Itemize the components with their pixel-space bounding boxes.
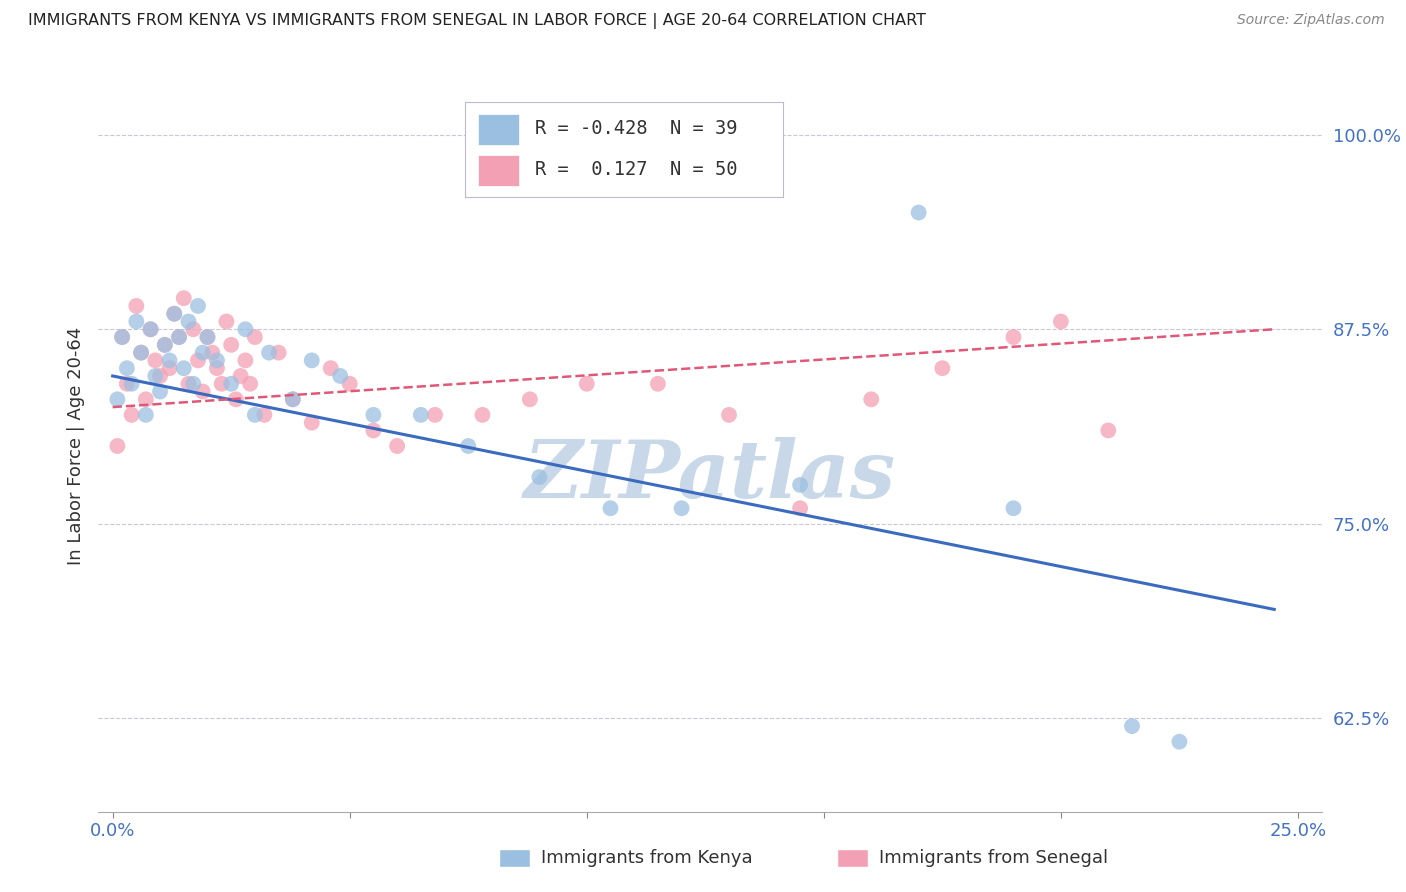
Point (409, 408, 432, 422)
Point (219, 376, 242, 391)
Point (135, 392, 157, 407)
Point (105, 439, 128, 453)
Point (153, 338, 176, 352)
Point (105, 392, 128, 407)
Point (129, 345, 152, 359)
Point (385, 439, 408, 453)
Point (329, 368, 352, 383)
Point (457, 439, 479, 453)
Point (301, 416, 323, 430)
Point (257, 345, 280, 359)
Text: Immigrants from Kenya: Immigrants from Kenya (541, 849, 754, 867)
Point (167, 330, 190, 344)
Point (1097, 424, 1119, 438)
Point (471, 408, 494, 422)
Point (229, 368, 252, 383)
Point (173, 291, 195, 305)
Point (149, 384, 172, 399)
Point (197, 330, 219, 344)
Point (529, 470, 551, 484)
Point (860, 392, 883, 407)
Point (187, 353, 209, 368)
Point (187, 299, 209, 313)
Point (115, 376, 138, 391)
Point (1002, 330, 1025, 344)
Point (423, 408, 446, 422)
Point (211, 376, 233, 391)
Point (519, 392, 541, 407)
Point (153, 338, 176, 352)
Point (139, 322, 162, 336)
Point (363, 424, 385, 438)
Point (125, 299, 148, 313)
Point (163, 307, 186, 321)
Point (197, 330, 219, 344)
Text: R =  0.127  N = 50: R = 0.127 N = 50 (536, 161, 738, 179)
Point (717, 408, 740, 422)
Point (205, 361, 228, 376)
Point (143, 368, 166, 383)
Point (907, 205, 929, 219)
Point (219, 338, 242, 352)
Point (191, 384, 214, 399)
Point (789, 501, 811, 516)
Point (139, 322, 162, 336)
Point (599, 501, 621, 516)
Text: Source: ZipAtlas.com: Source: ZipAtlas.com (1237, 13, 1385, 28)
Point (235, 322, 257, 336)
Point (789, 478, 811, 492)
Point (143, 353, 166, 368)
Text: ZIPatlas: ZIPatlas (524, 436, 896, 514)
Point (671, 501, 693, 516)
Point (177, 376, 200, 391)
Point (201, 345, 224, 359)
Point (159, 361, 181, 376)
Point (163, 307, 186, 321)
Point (243, 330, 266, 344)
Point (243, 408, 266, 422)
Point (931, 361, 953, 376)
Text: Immigrants from Senegal: Immigrants from Senegal (879, 849, 1108, 867)
Point (121, 408, 143, 422)
Point (177, 314, 200, 328)
Point (235, 353, 257, 368)
Point (215, 314, 238, 328)
Point (111, 330, 134, 344)
FancyBboxPatch shape (478, 113, 519, 145)
Point (111, 330, 134, 344)
Point (575, 376, 598, 391)
Point (125, 314, 148, 328)
Point (129, 345, 152, 359)
Point (167, 330, 190, 344)
Point (135, 408, 157, 422)
Y-axis label: In Labor Force | Age 20-64: In Labor Force | Age 20-64 (66, 326, 84, 566)
Text: R = -0.428  N = 39: R = -0.428 N = 39 (536, 120, 738, 138)
Point (647, 376, 669, 391)
Point (173, 361, 195, 376)
Point (281, 392, 304, 407)
Point (181, 322, 204, 336)
Point (191, 345, 214, 359)
Point (159, 353, 181, 368)
Point (301, 353, 323, 368)
Point (339, 376, 361, 391)
Point (1168, 734, 1191, 748)
Point (121, 376, 143, 391)
Point (281, 392, 304, 407)
Point (115, 361, 138, 376)
Point (1121, 719, 1143, 733)
Point (1002, 501, 1025, 516)
Point (181, 376, 204, 391)
FancyBboxPatch shape (478, 154, 519, 186)
Point (363, 408, 385, 422)
Point (205, 353, 228, 368)
Point (319, 361, 342, 376)
Text: IMMIGRANTS FROM KENYA VS IMMIGRANTS FROM SENEGAL IN LABOR FORCE | AGE 20-64 CORR: IMMIGRANTS FROM KENYA VS IMMIGRANTS FROM… (28, 13, 927, 29)
Point (253, 408, 276, 422)
Point (239, 376, 262, 391)
Point (149, 368, 172, 383)
Point (225, 392, 247, 407)
Point (267, 345, 290, 359)
Point (1050, 314, 1073, 328)
